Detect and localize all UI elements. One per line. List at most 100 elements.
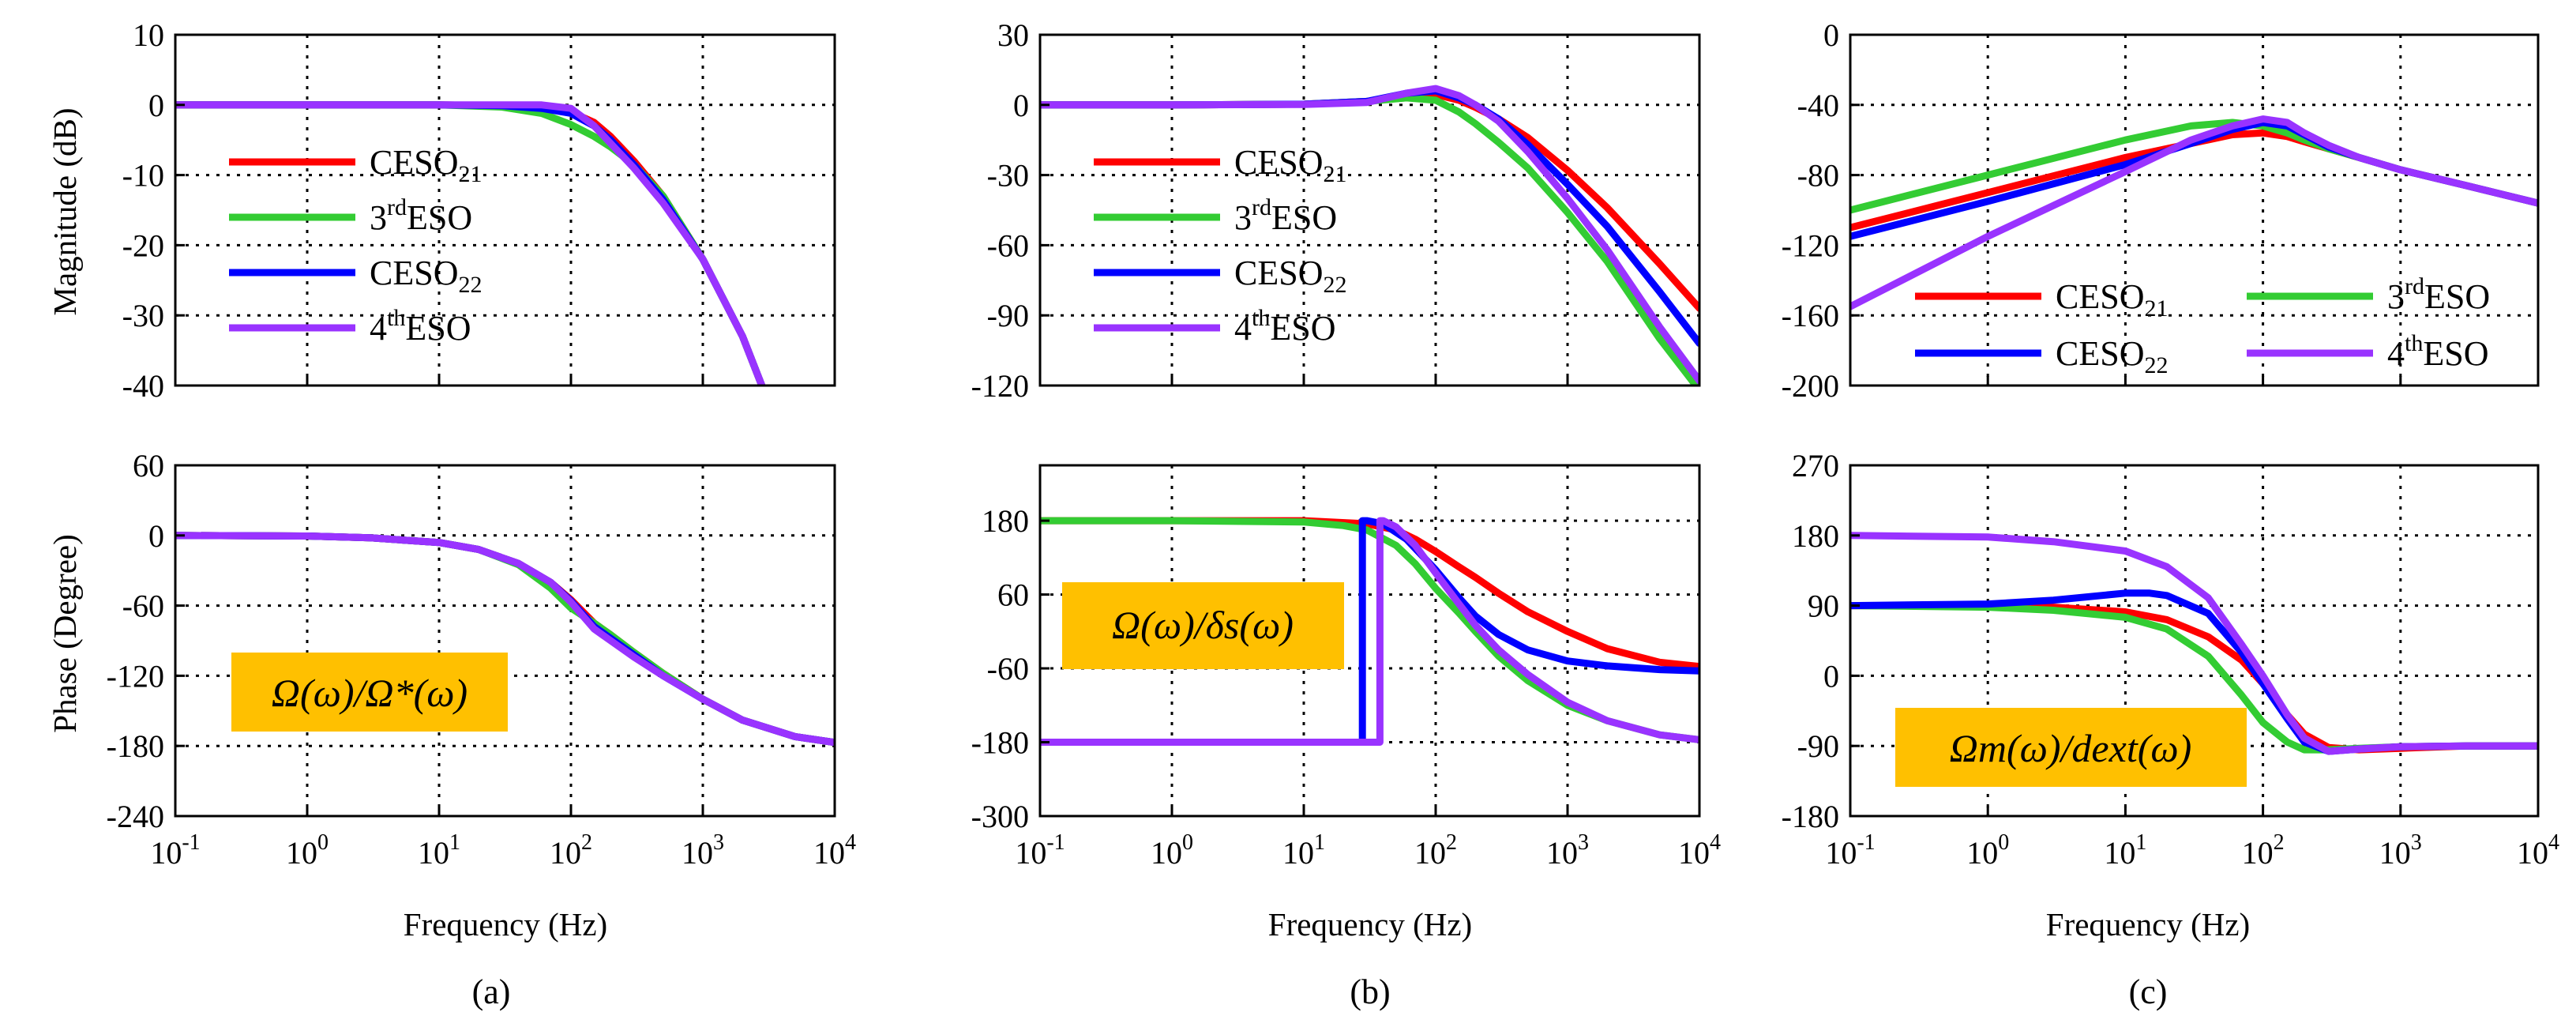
y-tick-label: -40: [1797, 88, 1839, 123]
y-tick-label: -180: [971, 725, 1029, 761]
series-line-4thESO: [1040, 85, 1699, 385]
y-tick-label: 60: [997, 577, 1029, 613]
xlabel-panel-b: Frequency (Hz): [1268, 906, 1472, 942]
y-tick-label: -200: [1782, 368, 1839, 404]
y-tick-label: -10: [122, 158, 164, 194]
y-tick-label: -60: [987, 228, 1029, 263]
x-tick-label: 101: [2104, 830, 2146, 871]
y-tick-label: 0: [1823, 658, 1839, 694]
y-tick-label: -160: [1782, 298, 1839, 333]
panel-b-magnitude-axes: 30 0 -30 -60 -90 -120 CESO21 3rdESO CESO22 4thESO: [971, 17, 1701, 404]
x-tick-label: 101: [1282, 830, 1325, 871]
x-tick-label: 10-1: [1825, 830, 1875, 871]
legend-label-4thESO: 4thESO: [1234, 305, 1335, 348]
y-tick-label: 30: [997, 17, 1029, 53]
series-line-4thESO: [1040, 517, 1699, 746]
series-line-4thESO: [1850, 115, 2538, 310]
x-tick-label: 102: [550, 830, 592, 871]
x-tick-label: 102: [2242, 830, 2285, 871]
caption-a: (a): [472, 972, 511, 1011]
y-tick-label: -30: [987, 158, 1029, 194]
xlabel-panel-a: Frequency (Hz): [404, 906, 607, 942]
y-tick-label: -120: [1782, 228, 1839, 263]
x-tick-label: 10-1: [150, 830, 200, 871]
series-group: [1850, 532, 2538, 755]
series-group: [1040, 85, 1699, 386]
y-tick-label: 0: [1823, 17, 1839, 53]
axes-frame: [1038, 33, 1701, 387]
y-tick-label: -180: [1782, 799, 1839, 834]
y-tick-label: 270: [1792, 448, 1839, 483]
axes-frame: [1849, 33, 2540, 387]
axes-frame: [174, 464, 836, 818]
legend: CESO21 3rdESO CESO22 4thESO: [1094, 143, 1346, 348]
legend: CESO21 3rdESO CESO22 4thESO: [1915, 273, 2490, 378]
series-group: [1850, 115, 2538, 310]
annotation-c-text: Ωm(ω)/dext(ω): [1950, 726, 2192, 770]
legend-label-CESO22: CESO22: [370, 254, 482, 298]
x-tick-label: 102: [1414, 830, 1457, 871]
legend-label-CESO22: CESO22: [1234, 254, 1346, 298]
y-tick-label: 10: [133, 17, 164, 53]
x-tick-label: 100: [286, 830, 329, 871]
axes-frame: [174, 33, 836, 387]
x-tick-label: 103: [682, 830, 724, 871]
legend-label-CESO22: CESO22: [2056, 334, 2168, 378]
x-tick-label: 10-1: [1015, 830, 1065, 871]
y-tick-label: -300: [971, 799, 1029, 834]
annotation-c: Ωm(ω)/dext(ω): [1895, 708, 2247, 787]
legend-label-4thESO: 4thESO: [2387, 330, 2488, 373]
annotation-b-text: Ω(ω)/δs(ω): [1112, 603, 1294, 647]
x-tick-label: 103: [1546, 830, 1589, 871]
y-tick-label: 180: [1792, 518, 1839, 554]
series-group: [175, 532, 835, 747]
legend-label-CESO21: CESO21: [2056, 277, 2168, 322]
annotation-b-box: [1062, 582, 1344, 669]
annotation-a: Ω(ω)/Ω*(ω): [231, 653, 508, 732]
y-tick-label: -20: [122, 228, 164, 263]
y-tick-label: -120: [971, 368, 1029, 404]
y-tick-label: -90: [1797, 728, 1839, 764]
y-tick-label: -60: [987, 651, 1029, 687]
legend-label-3rdESO: 3rdESO: [370, 194, 472, 237]
annotation-a-text: Ω(ω)/Ω*(ω): [272, 671, 468, 715]
x-tick-label: 100: [1151, 830, 1193, 871]
ylabel-magnitude: Magnitude (dB): [47, 107, 83, 315]
legend-label-CESO21: CESO21: [370, 143, 482, 187]
y-tick-label: -30: [122, 298, 164, 333]
x-tick-label: 104: [2517, 830, 2559, 871]
y-tick-label: 0: [148, 88, 164, 123]
x-tick-label: 103: [2379, 830, 2422, 871]
legend-label-3rdESO: 3rdESO: [2387, 273, 2490, 316]
series-group: [175, 101, 766, 386]
y-tick-label: -120: [107, 658, 164, 694]
y-tick-label: -80: [1797, 158, 1839, 194]
panel-c-magnitude-axes: 0 -40 -80 -120 -160 -200 CESO21 3rdESO CESO22 4th…: [1782, 17, 2540, 404]
x-tick-label: 104: [1678, 830, 1721, 871]
panel-a-magnitude-axes: 10 0 -10 -20 -30 -40 CESO21 3rdESO CESO22 4thESO: [122, 17, 836, 404]
y-tick-label: -60: [122, 589, 164, 624]
axes-frame: [1038, 464, 1701, 818]
legend-label-CESO21: CESO21: [1234, 143, 1346, 187]
series-line-4thESO: [175, 101, 766, 386]
series-group: [1040, 517, 1699, 746]
caption-c: (c): [2129, 972, 2168, 1011]
caption-b: (b): [1350, 972, 1390, 1011]
annotation-b: Ω(ω)/δs(ω): [1062, 582, 1344, 669]
legend: CESO21 3rdESO CESO22 4thESO: [229, 143, 482, 348]
legend-label-3rdESO: 3rdESO: [1234, 194, 1337, 237]
series-line-4thESO: [1850, 532, 2538, 755]
x-tick-label: 101: [418, 830, 460, 871]
y-tick-label: -180: [107, 728, 164, 764]
xlabel-panel-c: Frequency (Hz): [2046, 906, 2250, 942]
ylabel-phase: Phase (Degree): [47, 534, 83, 733]
y-tick-label: 0: [1013, 88, 1029, 123]
y-tick-label: -90: [987, 298, 1029, 333]
y-tick-label: -40: [122, 368, 164, 404]
x-tick-label: 100: [1966, 830, 2009, 871]
y-tick-label: 90: [1808, 589, 1839, 624]
